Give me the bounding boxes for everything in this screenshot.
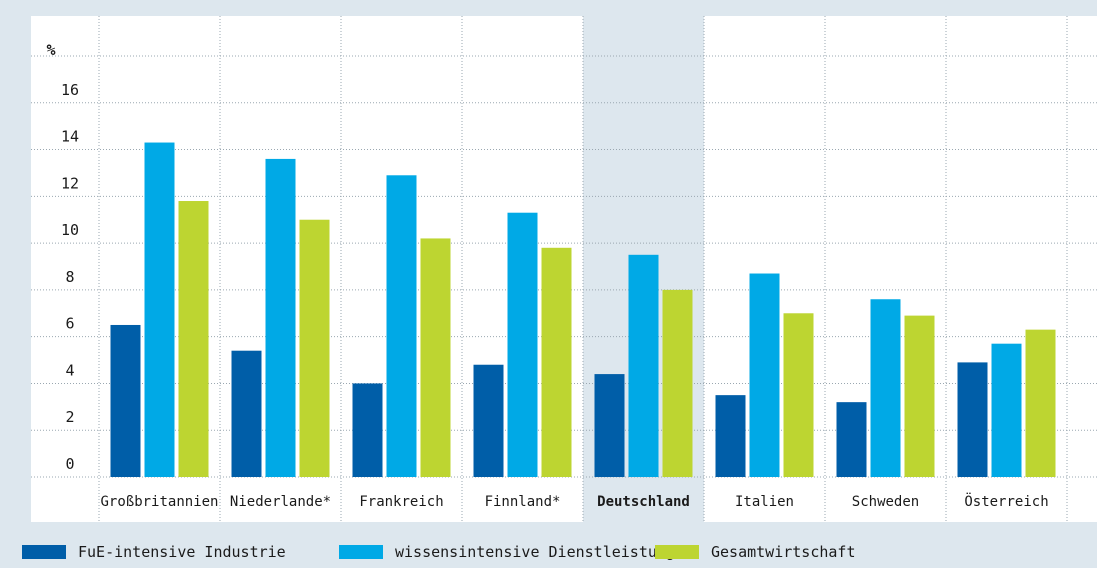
y-axis-unit-label: % <box>46 41 55 59</box>
bar-niederlande-fue-intensive-industrie <box>231 350 262 477</box>
bar-grossbritannien-gesamtwirtschaft <box>178 201 209 477</box>
bar-chart: % 0 2 4 6 8 10 12 14 16 Großbritannien Niederlande… <box>31 16 1097 522</box>
bar-oesterreich-gesamtwirtschaft <box>1025 329 1056 477</box>
bar-oesterreich-wissensintensive-dienstleistungen <box>991 343 1022 477</box>
x-tick-label-niederlande: Niederlande* <box>230 494 331 510</box>
bar-layer <box>110 142 1056 478</box>
bar-niederlande-gesamtwirtschaft <box>299 219 330 477</box>
y-tick-label-14: 14 <box>61 128 79 146</box>
bar-deutschland-wissensintensive-dienstleistungen <box>628 254 659 477</box>
x-tick-label-frankreich: Frankreich <box>359 494 443 510</box>
x-tick-label-deutschland: Deutschland <box>597 494 690 510</box>
bar-finnland-fue-intensive-industrie <box>473 364 504 477</box>
x-tick-label-oesterreich: Österreich <box>964 492 1048 510</box>
bar-schweden-gesamtwirtschaft <box>904 315 935 477</box>
bar-frankreich-wissensintensive-dienstleistungen <box>386 175 417 478</box>
bar-grossbritannien-fue-intensive-industrie <box>110 324 141 477</box>
legend-swatch-gesamtwirtschaft <box>655 545 699 559</box>
bar-oesterreich-fue-intensive-industrie <box>957 362 988 477</box>
chart-legend: FuE-intensive Industrie wissensintensive… <box>22 540 1082 564</box>
bar-grossbritannien-wissensintensive-dienstleistungen <box>144 142 175 478</box>
x-tick-label-finnland: Finnland* <box>485 494 561 510</box>
label-layer: % 0 2 4 6 8 10 12 14 16 Großbritannien Niederlande… <box>46 41 1048 510</box>
bar-niederlande-wissensintensive-dienstleistungen <box>265 158 296 477</box>
y-tick-label-8: 8 <box>65 268 74 286</box>
legend-swatch-fue-industrie <box>22 545 66 559</box>
y-tick-label-2: 2 <box>65 408 74 426</box>
bar-deutschland-fue-intensive-industrie <box>594 374 625 477</box>
bar-deutschland-gesamtwirtschaft <box>662 289 693 477</box>
y-tick-label-10: 10 <box>61 221 79 239</box>
x-tick-label-schweden: Schweden <box>852 494 919 510</box>
y-tick-label-12: 12 <box>61 174 79 192</box>
legend-swatch-dienstleistungen <box>339 545 383 559</box>
y-tick-label-0: 0 <box>65 455 74 473</box>
bar-frankreich-fue-intensive-industrie <box>352 383 383 477</box>
x-tick-label-grossbritannien: Großbritannien <box>100 494 218 510</box>
bar-finnland-gesamtwirtschaft <box>541 247 572 477</box>
y-tick-label-6: 6 <box>65 315 74 333</box>
bar-italien-gesamtwirtschaft <box>783 313 814 477</box>
bar-frankreich-gesamtwirtschaft <box>420 238 451 477</box>
bar-schweden-fue-intensive-industrie <box>836 402 867 477</box>
bar-italien-fue-intensive-industrie <box>715 395 746 477</box>
legend-label-dienstleistungen: wissensintensive Dienstleistungen <box>395 543 694 561</box>
legend-item-gesamtwirtschaft: Gesamtwirtschaft <box>655 540 856 564</box>
legend-item-dienstleistungen: wissensintensive Dienstleistungen <box>339 540 693 564</box>
y-tick-label-4: 4 <box>65 361 74 379</box>
x-tick-label-italien: Italien <box>735 494 794 510</box>
y-tick-label-16: 16 <box>61 81 79 99</box>
bar-italien-wissensintensive-dienstleistungen <box>749 273 780 477</box>
legend-item-fue-industrie: FuE-intensive Industrie <box>22 540 286 564</box>
bar-finnland-wissensintensive-dienstleistungen <box>507 212 538 477</box>
legend-label-fue-industrie: FuE-intensive Industrie <box>78 543 286 561</box>
bar-schweden-wissensintensive-dienstleistungen <box>870 299 901 477</box>
legend-label-gesamtwirtschaft: Gesamtwirtschaft <box>711 543 856 561</box>
